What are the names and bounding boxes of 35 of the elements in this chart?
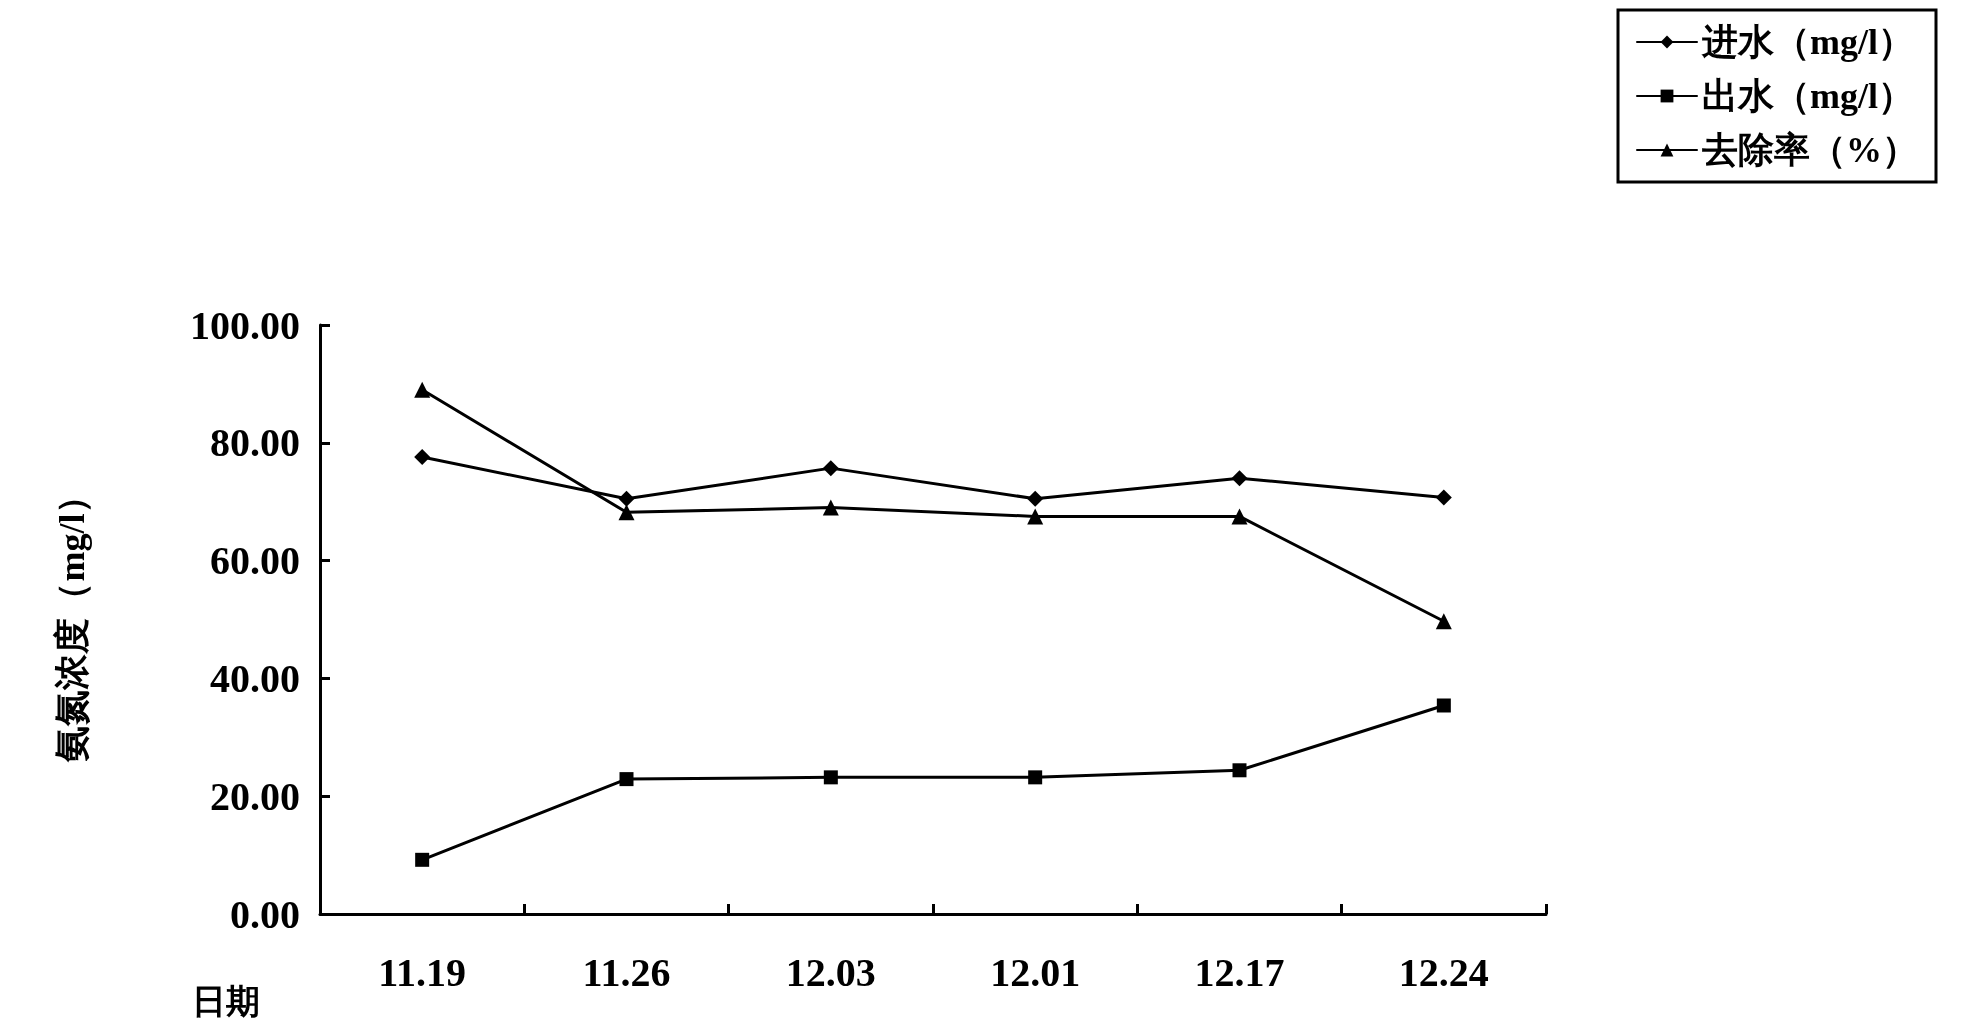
point [822, 499, 839, 516]
point [414, 381, 431, 398]
x-axis-title: 日期 [192, 982, 260, 1020]
point [414, 448, 431, 465]
point [619, 772, 634, 787]
y-axis-title: 氨氮浓度（mg/l） [52, 477, 92, 763]
y-tick-label: 60.00 [210, 538, 300, 584]
legend-label: 进水（mg/l） [1701, 22, 1914, 62]
y-tick-label: 100.00 [190, 302, 300, 348]
y-tick-label: 80.00 [210, 420, 300, 466]
x-tick-label: 11.26 [582, 949, 671, 995]
point [1232, 763, 1247, 778]
point [1435, 489, 1452, 506]
point [618, 490, 635, 507]
point [415, 852, 430, 867]
point [823, 770, 838, 785]
point [1231, 508, 1248, 525]
legend-label: 出水（mg/l） [1702, 76, 1914, 116]
x-tick-label: 12.03 [785, 949, 876, 995]
x-tick-label: 12.17 [1194, 949, 1285, 995]
point [822, 460, 839, 477]
x-tick-label: 11.19 [378, 949, 467, 995]
x-tick-label: 12.24 [1398, 949, 1489, 995]
point [1028, 770, 1043, 785]
point [1027, 508, 1044, 525]
point [1231, 470, 1248, 487]
point [618, 504, 635, 521]
y-tick-label: 20.00 [210, 773, 300, 819]
legend-label: 去除率（%） [1702, 130, 1918, 170]
x-tick-label: 12.01 [990, 949, 1081, 995]
point [1027, 490, 1044, 507]
point [1435, 613, 1452, 630]
y-tick-label: 0.00 [230, 891, 300, 937]
y-tick-label: 40.00 [210, 655, 300, 701]
point [1436, 698, 1451, 713]
